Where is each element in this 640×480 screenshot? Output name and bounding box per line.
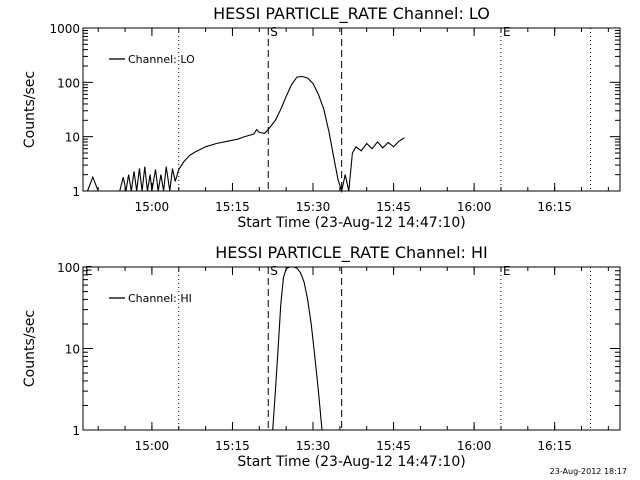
x-tick-label: 15:15 <box>215 439 250 453</box>
x-tick-label: 16:15 <box>537 439 572 453</box>
panel-hi: HESSI PARTICLE_RATE Channel: HI 1 10 100 15:… <box>22 243 621 470</box>
y-tick-label: 1 <box>72 185 80 199</box>
footer-timestamp: 23-Aug-2012 18:17 <box>550 467 627 476</box>
plot-frame <box>82 27 621 192</box>
y-tick-label: 1000 <box>49 22 80 36</box>
series-line <box>272 266 323 431</box>
x-axis-label: Start Time (23-Aug-12 14:47:10) <box>237 454 465 470</box>
x-tick-label: 15:30 <box>296 439 331 453</box>
chart-title: HESSI PARTICLE_RATE Channel: HI <box>215 243 488 263</box>
legend-entry: Channel: HI <box>128 292 192 305</box>
x-tick-label: 15:30 <box>296 200 331 214</box>
x-tick-label: 15:15 <box>215 200 250 214</box>
panel-lo: HESSI PARTICLE_RATE Channel: LO 1 10 100 100… <box>22 4 621 231</box>
x-tick-label: 15:45 <box>376 200 411 214</box>
y-tick-label: 10 <box>65 343 80 357</box>
chart-title: HESSI PARTICLE_RATE Channel: LO <box>213 4 490 24</box>
x-tick-label: 15:00 <box>135 439 170 453</box>
marker-label: E <box>85 264 93 278</box>
legend-entry: Channel: LO <box>128 53 195 66</box>
marker-label: S <box>270 264 278 278</box>
series-line <box>86 75 405 194</box>
y-tick-label: 100 <box>57 76 80 90</box>
x-tick-label: 16:00 <box>457 439 492 453</box>
x-tick-label: 15:45 <box>376 439 411 453</box>
x-tick-label: 16:00 <box>457 200 492 214</box>
marker-label: S <box>270 25 278 39</box>
y-tick-label: 100 <box>57 261 80 275</box>
marker-label: E <box>503 25 511 39</box>
x-tick-label: 16:15 <box>537 200 572 214</box>
marker-label: E <box>503 264 511 278</box>
x-axis-label: Start Time (23-Aug-12 14:47:10) <box>237 215 465 231</box>
y-tick-label: 10 <box>65 131 80 145</box>
y-axis-label: Counts/sec <box>22 310 38 387</box>
y-tick-label: 1 <box>72 424 80 438</box>
y-axis-label: Counts/sec <box>22 71 38 148</box>
x-tick-label: 15:00 <box>135 200 170 214</box>
